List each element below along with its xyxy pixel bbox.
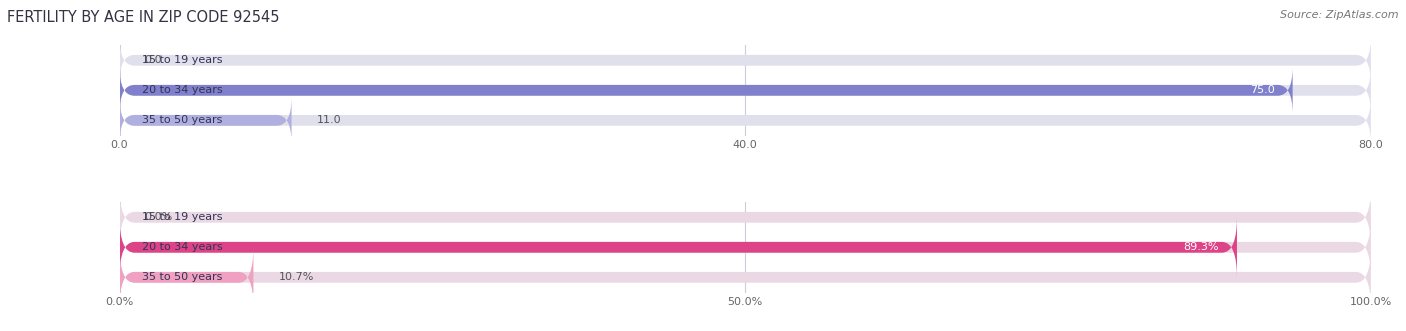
FancyBboxPatch shape <box>120 187 1371 248</box>
Text: 89.3%: 89.3% <box>1184 242 1219 252</box>
Text: 75.0: 75.0 <box>1250 85 1275 95</box>
Text: 10.7%: 10.7% <box>278 272 314 282</box>
Text: 15 to 19 years: 15 to 19 years <box>142 212 222 222</box>
Text: 20 to 34 years: 20 to 34 years <box>142 242 222 252</box>
Text: Source: ZipAtlas.com: Source: ZipAtlas.com <box>1281 10 1399 20</box>
FancyBboxPatch shape <box>120 217 1371 278</box>
FancyBboxPatch shape <box>120 247 1371 308</box>
FancyBboxPatch shape <box>120 217 1237 278</box>
FancyBboxPatch shape <box>120 67 1371 114</box>
FancyBboxPatch shape <box>120 37 1371 84</box>
Text: 11.0: 11.0 <box>316 115 342 125</box>
Text: 35 to 50 years: 35 to 50 years <box>142 115 222 125</box>
FancyBboxPatch shape <box>120 97 1371 144</box>
FancyBboxPatch shape <box>120 247 253 308</box>
Text: 0.0: 0.0 <box>145 55 162 65</box>
Text: 20 to 34 years: 20 to 34 years <box>142 85 222 95</box>
Text: 15 to 19 years: 15 to 19 years <box>142 55 222 65</box>
Text: 0.0%: 0.0% <box>145 212 173 222</box>
FancyBboxPatch shape <box>120 67 1292 114</box>
FancyBboxPatch shape <box>120 97 291 144</box>
Text: 35 to 50 years: 35 to 50 years <box>142 272 222 282</box>
Text: FERTILITY BY AGE IN ZIP CODE 92545: FERTILITY BY AGE IN ZIP CODE 92545 <box>7 10 280 25</box>
